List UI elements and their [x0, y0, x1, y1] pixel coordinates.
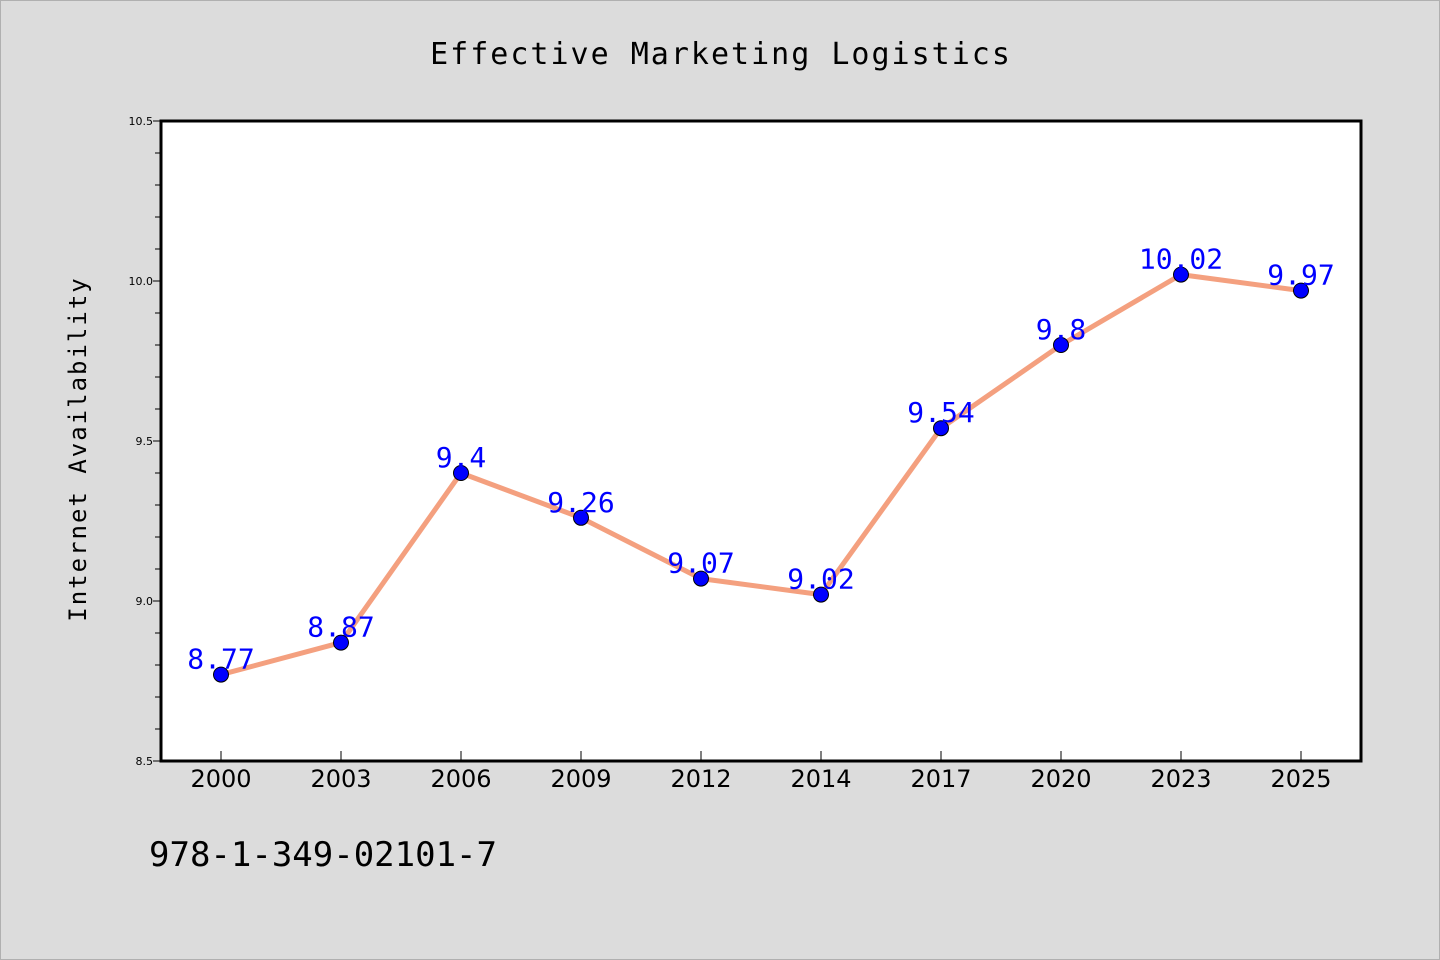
x-tick-label: 2023 — [1150, 765, 1211, 793]
data-point — [573, 509, 589, 526]
x-axis: 2000 2003 2006 2009 2012 2014 2017 2020 2023 2025 — [190, 751, 1332, 793]
series-markers — [213, 266, 1309, 683]
x-tick-label: 2020 — [1030, 765, 1091, 793]
data-label: 9.07 — [667, 547, 734, 580]
y-tick-label: 9.0 — [136, 595, 154, 608]
data-point — [213, 666, 229, 683]
y-tick-label: 8.5 — [136, 755, 154, 768]
y-tick-label: 9.5 — [136, 435, 154, 448]
x-tick-label: 2012 — [670, 765, 731, 793]
x-tick-label: 2003 — [310, 765, 371, 793]
data-point — [1173, 266, 1189, 283]
x-tick-label: 2017 — [910, 765, 971, 793]
data-label: 8.77 — [187, 643, 254, 676]
series-line — [218, 272, 1304, 678]
y-axis: 8.5 9.0 9.5 10.0 10.5 — [129, 115, 161, 768]
data-point — [933, 420, 949, 437]
plot-frame — [159, 119, 1363, 763]
data-label: 9.4 — [436, 441, 487, 474]
x-tick-label: 2025 — [1270, 765, 1331, 793]
data-point — [1293, 282, 1309, 299]
data-point — [813, 586, 829, 603]
data-point — [693, 570, 709, 587]
x-tick-label: 2014 — [790, 765, 851, 793]
plot-area — [161, 121, 1361, 761]
data-label: 9.54 — [907, 396, 974, 429]
data-label: 10.02 — [1139, 243, 1223, 276]
data-point — [333, 634, 349, 651]
data-point — [453, 465, 469, 481]
data-labels: 8.77 8.87 9.4 9.26 9.07 9.02 9.54 9.8 10.02 9.97 — [187, 243, 1334, 676]
data-label: 9.8 — [1036, 313, 1087, 346]
x-tick-label: 2006 — [430, 765, 491, 793]
data-label: 8.87 — [307, 611, 374, 644]
isbn-text: 978-1-349-02101-7 — [149, 835, 497, 875]
data-point — [1053, 337, 1069, 353]
data-label: 9.02 — [787, 563, 854, 596]
data-label: 9.97 — [1267, 259, 1334, 292]
data-label: 9.26 — [547, 486, 614, 519]
x-tick-label: 2000 — [190, 765, 251, 793]
y-axis-label: Internet Availability — [64, 276, 92, 621]
chart-title: Effective Marketing Logistics — [430, 37, 1012, 72]
y-tick-label: 10.5 — [129, 115, 154, 128]
x-tick-label: 2009 — [550, 765, 611, 793]
y-tick-label: 10.0 — [129, 275, 154, 288]
